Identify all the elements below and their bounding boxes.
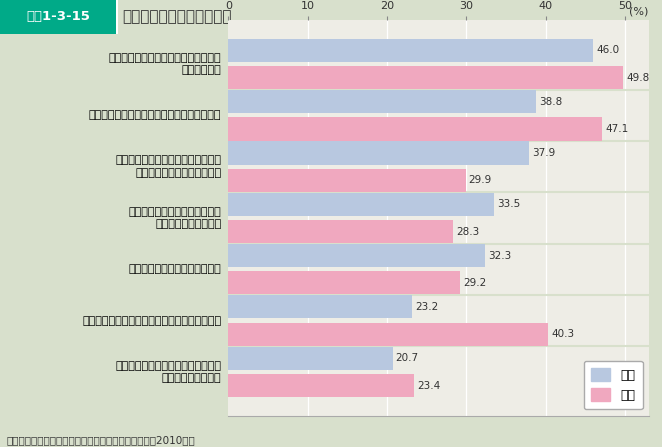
- Text: 異性と交際する上での不安: 異性と交際する上での不安: [122, 9, 232, 24]
- Bar: [228, 141, 529, 164]
- Text: 28.3: 28.3: [456, 227, 479, 236]
- Bar: [228, 271, 460, 295]
- Bar: [228, 118, 602, 140]
- Text: 33.5: 33.5: [497, 199, 520, 209]
- Text: 40.3: 40.3: [551, 329, 575, 339]
- Text: 20.7: 20.7: [396, 353, 419, 363]
- Text: 29.2: 29.2: [463, 278, 487, 288]
- Bar: [228, 66, 624, 89]
- Text: 23.2: 23.2: [416, 302, 439, 312]
- Text: 37.9: 37.9: [532, 148, 555, 158]
- Text: 図表1-3-15: 図表1-3-15: [26, 10, 90, 23]
- Bar: [228, 90, 536, 113]
- Bar: [228, 346, 393, 370]
- Text: 資料：内閣府「結婚・家族形成に関する意識調査」（2010年）: 資料：内閣府「結婚・家族形成に関する意識調査」（2010年）: [7, 435, 195, 445]
- Text: 38.8: 38.8: [540, 97, 563, 107]
- Bar: [228, 323, 548, 346]
- Bar: [228, 193, 494, 216]
- Bar: [228, 169, 465, 192]
- Bar: [228, 295, 412, 318]
- Bar: [228, 244, 485, 267]
- Text: (%): (%): [630, 6, 649, 16]
- Bar: [228, 374, 414, 397]
- Text: 23.4: 23.4: [417, 380, 440, 391]
- Bar: [228, 39, 593, 62]
- Text: 49.8: 49.8: [626, 72, 650, 83]
- Text: 32.3: 32.3: [488, 251, 511, 261]
- Bar: [228, 220, 453, 243]
- Bar: [0, 0, 116, 34]
- Text: 47.1: 47.1: [605, 124, 628, 134]
- Legend: 男性, 女性: 男性, 女性: [584, 361, 643, 409]
- Bar: [116, 0, 118, 34]
- Text: 46.0: 46.0: [596, 45, 620, 55]
- Text: 29.9: 29.9: [469, 175, 492, 185]
